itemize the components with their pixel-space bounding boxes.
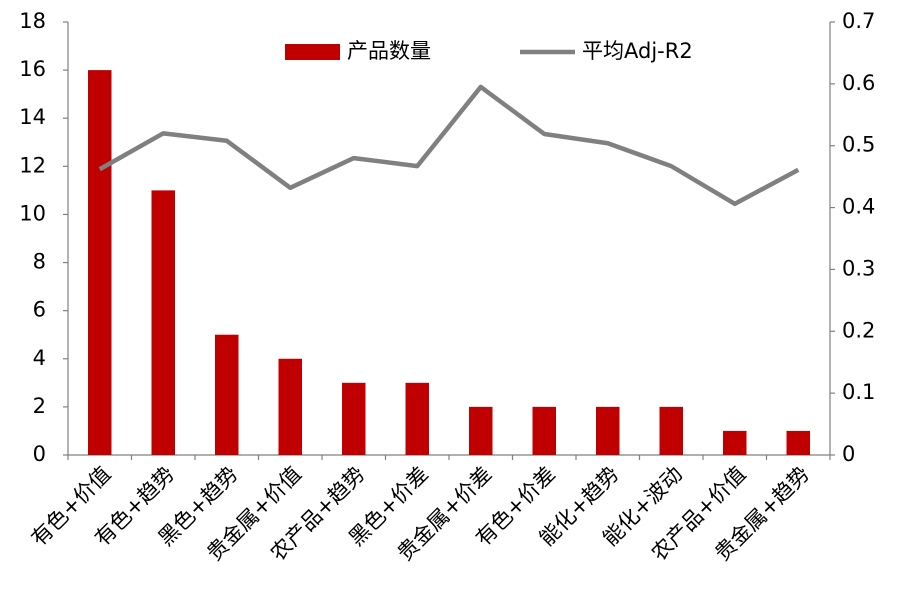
y2-tick-label: 0 (842, 442, 855, 466)
y2-tick-label: 0.7 (842, 9, 875, 33)
y-tick-label: 18 (19, 9, 46, 33)
bar (596, 406, 620, 455)
y-tick-label: 2 (33, 394, 46, 418)
bar (723, 430, 747, 455)
y2-tick-label: 0.3 (842, 256, 875, 280)
y2-tick-label: 0.5 (842, 133, 875, 157)
y2-tick-label: 0.2 (842, 318, 875, 342)
line (98, 84, 800, 207)
y-tick-label: 8 (33, 250, 46, 274)
legend-label: 平均Adj-R2 (582, 39, 693, 63)
bar (278, 358, 302, 455)
y-tick-label: 4 (33, 346, 46, 370)
bar (786, 430, 810, 455)
bar (88, 70, 112, 455)
bar (532, 406, 556, 455)
y2-tick-label: 0.4 (842, 195, 875, 219)
y-tick-label: 16 (19, 57, 46, 81)
y2-tick-label: 0.1 (842, 380, 875, 404)
y-tick-label: 14 (19, 105, 46, 129)
bar (151, 190, 175, 455)
legend-label: 产品数量 (347, 39, 431, 63)
y-tick-label: 6 (33, 298, 46, 322)
y-tick-label: 12 (19, 153, 46, 177)
y2-tick-label: 0.6 (842, 71, 875, 95)
y-tick-label: 0 (33, 442, 46, 466)
y-tick-label: 10 (19, 201, 46, 225)
bar (469, 406, 493, 455)
bar (342, 382, 366, 455)
legend-swatch (285, 44, 340, 60)
bar (405, 382, 429, 455)
bar (215, 334, 239, 455)
bar (659, 406, 683, 455)
